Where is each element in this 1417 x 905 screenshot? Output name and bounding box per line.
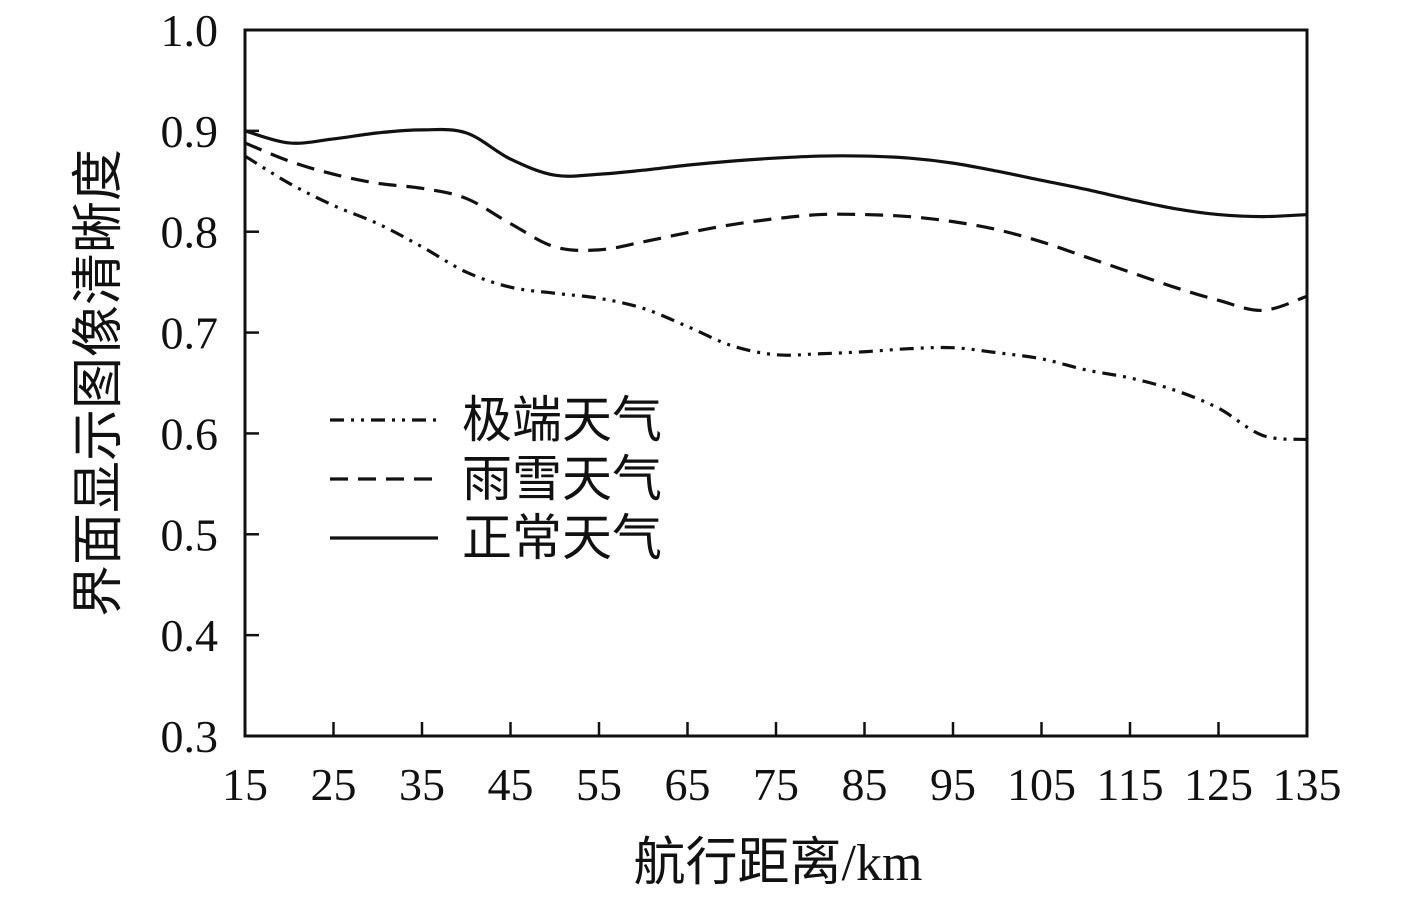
x-tick-label: 65 — [665, 759, 711, 810]
x-tick-label: 95 — [930, 759, 976, 810]
y-tick-label: 0.6 — [161, 408, 219, 459]
legend-label: 极端天气 — [462, 392, 662, 448]
y-tick-label: 0.3 — [161, 711, 219, 762]
x-tick-label: 55 — [576, 759, 622, 810]
y-axis-title: 界面显示图像清晰度 — [71, 149, 128, 617]
ticks-layer: 15 25 35 45 55 65 75 85 95 105 115 125 135 0.3 0.4 0.5 0… — [161, 5, 1342, 810]
x-tick-label: 105 — [1007, 759, 1076, 810]
x-tick-label: 115 — [1096, 759, 1163, 810]
x-axis-title: 航行距离/km — [634, 835, 923, 892]
y-tick-label: 0.4 — [161, 610, 219, 661]
series-line-1 — [244, 154, 1308, 442]
x-tick-label: 85 — [842, 759, 888, 810]
x-tick-label: 125 — [1184, 759, 1253, 810]
y-tick-label: 0.5 — [161, 509, 219, 560]
y-tick-label: 1.0 — [161, 5, 219, 56]
legend-label: 雨雪天气 — [462, 451, 662, 507]
x-tick-label: 75 — [753, 759, 799, 810]
legend-label: 正常天气 — [462, 510, 662, 566]
y-tick-label: 0.8 — [161, 207, 219, 258]
x-tick-label: 45 — [488, 759, 534, 810]
series-line-3 — [244, 127, 1308, 219]
series-line-2 — [244, 141, 1308, 312]
series-layer — [244, 127, 1308, 442]
y-tick-label: 0.9 — [161, 106, 219, 157]
y-tick-label: 0.7 — [161, 308, 219, 359]
x-tick-label: 15 — [222, 759, 268, 810]
x-tick-label: 35 — [399, 759, 445, 810]
x-tick-label: 25 — [311, 759, 357, 810]
x-tick-label: 135 — [1273, 759, 1342, 810]
